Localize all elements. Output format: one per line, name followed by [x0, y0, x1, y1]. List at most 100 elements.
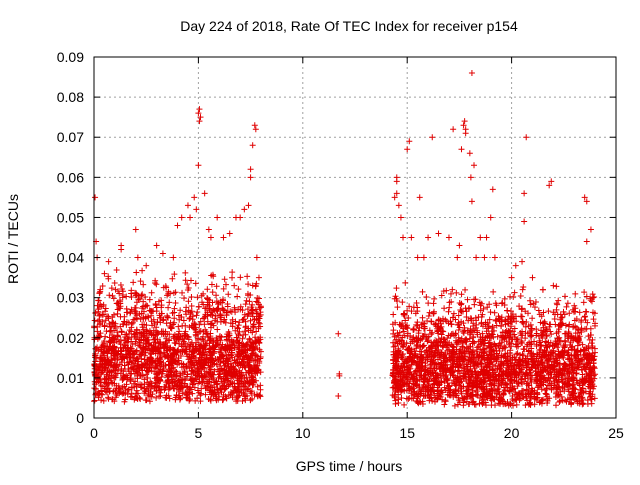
data-point-cluster: [167, 345, 174, 352]
data-point-cluster: [173, 392, 180, 399]
data-point-cluster: [588, 400, 595, 407]
data-point-cluster: [143, 397, 150, 404]
data-point-cluster: [477, 395, 484, 402]
data-point-cluster: [427, 391, 434, 398]
data-point-cluster: [141, 356, 148, 363]
data-point-cluster: [105, 313, 112, 320]
data-point-cluster: [496, 382, 503, 389]
data-point-cluster: [244, 356, 251, 363]
data-point-cluster: [527, 399, 534, 406]
data-point-cluster: [523, 393, 530, 400]
data-point: [546, 182, 553, 189]
data-point-cluster: [112, 286, 119, 293]
data-point-cluster: [454, 401, 461, 408]
data-point-cluster: [171, 385, 178, 392]
data-point-cluster: [146, 307, 153, 314]
data-point-cluster: [509, 372, 516, 379]
data-point-cluster: [480, 394, 487, 401]
data-point-cluster: [166, 336, 173, 343]
data-point-cluster: [578, 357, 585, 364]
data-point-cluster: [205, 396, 212, 403]
data-point-cluster: [125, 366, 132, 373]
data-point-cluster: [184, 371, 191, 378]
data-point-cluster: [399, 299, 406, 306]
data-point-cluster: [194, 346, 201, 353]
data-point-cluster: [456, 370, 463, 377]
data-point: [247, 166, 254, 173]
data-point-cluster: [564, 375, 571, 382]
data-point-cluster: [471, 301, 478, 308]
data-point: [195, 110, 202, 117]
data-point: [473, 254, 480, 261]
data-point-cluster: [462, 337, 469, 344]
data-point-cluster: [553, 300, 560, 307]
data-point-cluster: [586, 377, 593, 384]
data-point: [414, 254, 421, 261]
data-point-cluster: [244, 378, 251, 385]
data-point-cluster: [422, 356, 429, 363]
chart-title: Day 224 of 2018, Rate Of TEC Index for r…: [180, 18, 518, 34]
data-point: [590, 294, 597, 301]
data-point-cluster: [586, 390, 593, 397]
data-point-cluster: [563, 303, 570, 310]
data-point-cluster: [225, 356, 232, 363]
data-point-cluster: [526, 400, 533, 407]
data-point-cluster: [395, 371, 402, 378]
data-point-cluster: [545, 382, 552, 389]
data-point-cluster: [519, 373, 526, 380]
data-point-cluster: [240, 331, 247, 338]
data-point-cluster: [240, 361, 247, 368]
data-point-cluster: [210, 376, 217, 383]
data-point-cluster: [532, 298, 539, 305]
data-point-cluster: [208, 373, 215, 380]
axis-ticks: [93, 56, 617, 419]
data-point-cluster: [133, 326, 140, 333]
data-point-cluster: [441, 401, 448, 408]
data-point-cluster: [526, 328, 533, 335]
data-point-cluster: [429, 329, 436, 336]
data-point-cluster: [430, 376, 437, 383]
data-point-cluster: [179, 336, 186, 343]
data-point-cluster: [248, 372, 255, 379]
data-point-cluster: [480, 367, 487, 374]
data-point-cluster: [143, 327, 150, 334]
data-point-cluster: [96, 321, 103, 328]
data-point-cluster: [94, 335, 101, 342]
data-point-cluster: [136, 342, 143, 349]
data-point-cluster: [421, 393, 428, 400]
data-point-cluster: [460, 364, 467, 371]
x-tick-label: 20: [504, 425, 520, 441]
data-point-cluster: [106, 292, 113, 299]
data-point-cluster: [446, 339, 453, 346]
data-point-cluster: [412, 368, 419, 375]
data-point-cluster: [430, 340, 437, 347]
data-point: [335, 330, 342, 337]
data-point: [456, 242, 463, 249]
data-point-cluster: [223, 371, 230, 378]
data-point: [491, 254, 498, 261]
data-point-cluster: [157, 341, 164, 348]
data-point-cluster: [501, 335, 508, 342]
data-point-cluster: [393, 380, 400, 387]
data-point-cluster: [158, 354, 165, 361]
data-point-cluster: [243, 353, 250, 360]
data-point-cluster: [390, 343, 397, 350]
data-point-cluster: [437, 325, 444, 332]
data-point-cluster: [507, 293, 514, 300]
data-point: [193, 206, 200, 213]
data-point-cluster: [139, 267, 146, 274]
data-point: [118, 246, 125, 253]
data-point-cluster: [117, 348, 124, 355]
data-point-cluster: [145, 332, 152, 339]
data-point-cluster: [229, 394, 236, 401]
data-point-cluster: [497, 359, 504, 366]
data-point-cluster: [470, 323, 477, 330]
data-point-cluster: [132, 394, 139, 401]
data-point-cluster: [500, 390, 507, 397]
data-point-cluster: [171, 315, 178, 322]
data-point-cluster: [175, 323, 182, 330]
data-point-cluster: [211, 360, 218, 367]
data-point-cluster: [468, 356, 475, 363]
data-point-cluster: [132, 391, 139, 398]
data-point-cluster: [440, 328, 447, 335]
